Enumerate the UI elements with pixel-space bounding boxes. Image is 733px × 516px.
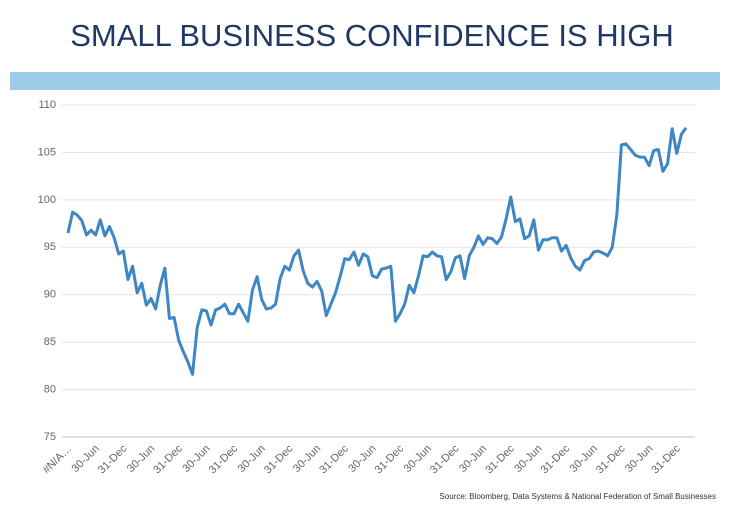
x-tick-label: 31-Dec: [262, 442, 296, 476]
y-tick-label: 110: [38, 99, 56, 111]
data-line: [66, 126, 688, 376]
x-tick-label: 31-Dec: [151, 442, 185, 476]
y-tick-label: 80: [44, 383, 56, 395]
source-note: Source: Bloomberg, Data Systems & Nation…: [439, 492, 716, 501]
y-tick-label: 95: [44, 241, 56, 253]
x-tick-label: 31-Dec: [649, 442, 683, 476]
x-tick-label: 31-Dec: [428, 442, 462, 476]
x-tick-label: 31-Dec: [594, 442, 628, 476]
y-tick-label: 75: [44, 431, 56, 443]
x-tick-label: 31-Dec: [483, 442, 517, 476]
x-tick-label: 31-Dec: [207, 442, 241, 476]
y-tick-label: 105: [38, 146, 56, 158]
header-bar: [10, 72, 720, 90]
x-tick-label: 31-Dec: [96, 442, 130, 476]
chart-title: SMALL BUSINESS CONFIDENCE IS HIGH: [70, 18, 673, 53]
x-tick-label: 31-Dec: [373, 442, 407, 476]
x-tick-label: #N/A…: [41, 443, 75, 477]
x-tick-label: 31-Dec: [317, 442, 351, 476]
y-tick-label: 90: [44, 289, 56, 301]
x-tick-label: 31-Dec: [539, 442, 573, 476]
y-tick-label: 100: [38, 194, 56, 206]
y-tick-label: 85: [44, 336, 56, 348]
